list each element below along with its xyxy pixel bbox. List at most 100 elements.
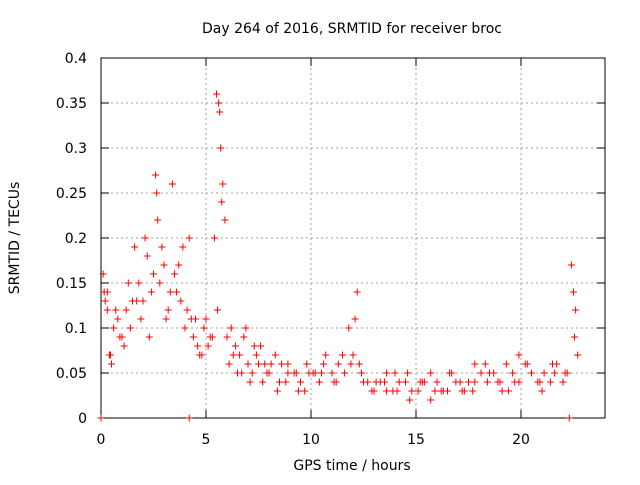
data-point xyxy=(460,387,468,395)
data-point xyxy=(357,369,365,377)
data-point xyxy=(101,297,109,305)
data-point xyxy=(143,252,151,260)
data-point xyxy=(139,297,147,305)
data-point xyxy=(255,360,262,368)
data-point xyxy=(97,414,105,422)
data-point xyxy=(276,378,283,386)
data-point xyxy=(509,369,517,377)
data-point xyxy=(152,171,160,179)
data-point xyxy=(112,306,120,314)
data-point xyxy=(427,396,435,404)
data-point xyxy=(147,288,155,296)
y-tick-label: 0.3 xyxy=(65,141,87,157)
data-point xyxy=(549,360,556,368)
data-point xyxy=(179,243,187,251)
data-point xyxy=(437,387,445,395)
data-point xyxy=(481,360,489,368)
data-point xyxy=(292,369,300,377)
data-point xyxy=(504,387,512,395)
data-point xyxy=(187,315,195,323)
data-point xyxy=(242,324,250,332)
data-point xyxy=(164,306,172,314)
x-tick-label: 20 xyxy=(512,432,530,448)
y-tick-label: 0.4 xyxy=(65,51,87,67)
data-point xyxy=(100,288,108,296)
data-point xyxy=(353,288,361,296)
data-point xyxy=(106,351,114,359)
data-point xyxy=(315,378,323,386)
data-point xyxy=(196,351,204,359)
data-point xyxy=(540,369,548,377)
data-point xyxy=(498,387,506,395)
data-point xyxy=(465,378,472,386)
data-point xyxy=(515,351,523,359)
x-axis-label: GPS time / hours xyxy=(293,458,410,474)
data-point xyxy=(347,360,355,368)
data-point xyxy=(110,324,118,332)
data-point xyxy=(477,369,485,377)
data-point xyxy=(391,369,399,377)
data-point xyxy=(408,387,416,395)
data-point xyxy=(431,387,439,395)
y-axis-label: SRMTID / TECUs xyxy=(7,182,23,295)
data-point xyxy=(137,315,145,323)
data-point xyxy=(551,369,559,377)
data-point xyxy=(145,333,153,341)
data-point xyxy=(471,378,479,386)
gridlines xyxy=(101,58,605,418)
data-point xyxy=(223,333,231,341)
data-point xyxy=(204,342,212,350)
data-point xyxy=(427,369,435,377)
data-point xyxy=(406,396,414,404)
chart-title: Day 264 of 2016, SRMTID for receiver bro… xyxy=(202,21,502,37)
data-point xyxy=(574,351,582,359)
data-point xyxy=(322,351,330,359)
data-point xyxy=(213,90,220,98)
data-point xyxy=(185,414,193,422)
data-point xyxy=(124,279,132,287)
data-point xyxy=(561,369,569,377)
data-point xyxy=(345,324,353,332)
data-point xyxy=(219,180,227,188)
data-point xyxy=(217,144,225,152)
x-tick-label: 5 xyxy=(202,432,211,448)
data-point xyxy=(368,387,376,395)
data-point xyxy=(471,360,479,368)
y-tick-label: 0.35 xyxy=(56,96,87,112)
data-point xyxy=(246,378,254,386)
data-point xyxy=(351,315,359,323)
data-point xyxy=(360,378,367,386)
data-point xyxy=(173,288,181,296)
data-point xyxy=(528,369,535,377)
data-point xyxy=(570,288,577,296)
data-point xyxy=(328,369,336,377)
data-point xyxy=(271,351,279,359)
data-point xyxy=(572,306,580,314)
data-point xyxy=(311,369,319,377)
data-point xyxy=(433,378,441,386)
data-point xyxy=(153,189,161,197)
data-point xyxy=(120,342,128,350)
data-point xyxy=(229,351,237,359)
data-point xyxy=(160,261,168,269)
data-point xyxy=(114,315,122,323)
data-point xyxy=(150,270,157,278)
data-point xyxy=(135,279,143,287)
data-point xyxy=(332,378,340,386)
data-point xyxy=(250,342,258,350)
data-point xyxy=(469,387,477,395)
data-point xyxy=(166,288,174,296)
data-point xyxy=(244,360,252,368)
data-point xyxy=(154,216,162,224)
data-point xyxy=(185,234,193,242)
data-point xyxy=(221,216,229,224)
data-point xyxy=(334,360,342,368)
y-tick-label: 0.05 xyxy=(56,366,87,382)
data-point xyxy=(456,378,464,386)
data-point xyxy=(183,306,191,314)
data-point xyxy=(294,387,302,395)
data-point xyxy=(301,387,309,395)
data-point xyxy=(546,378,554,386)
data-point xyxy=(141,234,149,242)
